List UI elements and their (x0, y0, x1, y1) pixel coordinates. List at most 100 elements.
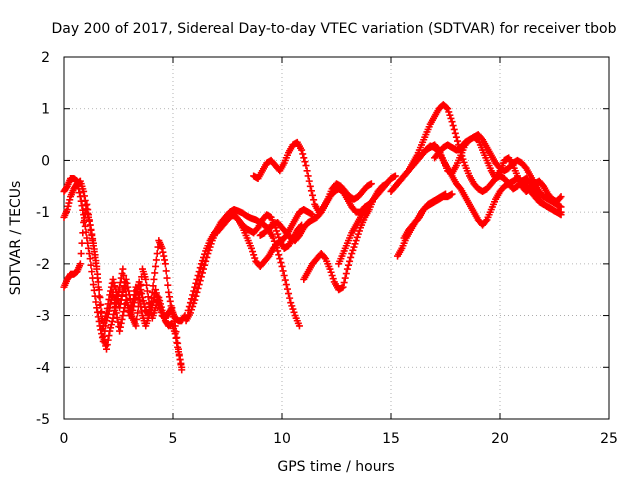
data-point (137, 286, 145, 294)
data-point (285, 290, 293, 298)
data-point (116, 327, 124, 335)
y-axis-label: SDTVAR / TECUs (8, 181, 24, 296)
data-point (76, 189, 84, 197)
data-point (344, 261, 352, 269)
data-point (157, 308, 165, 316)
data-point (170, 317, 178, 325)
data-point (118, 292, 126, 300)
data-point (346, 257, 354, 265)
data-point (201, 261, 209, 269)
data-point (81, 222, 89, 230)
data-point (93, 262, 101, 270)
data-point (85, 250, 93, 258)
data-point (120, 271, 128, 279)
data-point (152, 256, 160, 264)
data-point (557, 203, 565, 211)
data-point (168, 304, 176, 312)
data-point (82, 228, 90, 236)
data-point (193, 275, 201, 283)
data-point (326, 265, 334, 273)
data-point (103, 304, 111, 312)
data-point (176, 356, 184, 364)
data-point (97, 326, 105, 334)
data-point (101, 327, 109, 335)
data-point (125, 291, 133, 299)
data-point (113, 314, 121, 322)
data-point (156, 305, 164, 313)
data-point (459, 155, 467, 163)
data-point (349, 246, 357, 254)
data-point (287, 299, 295, 307)
data-point (184, 306, 192, 314)
data-point (138, 290, 146, 298)
data-point (175, 350, 183, 358)
data-point (275, 251, 283, 259)
data-point (250, 251, 258, 259)
data-point (193, 288, 201, 296)
data-point (106, 291, 114, 299)
data-point (120, 285, 128, 293)
data-point (140, 300, 148, 308)
data-point (188, 295, 196, 303)
data-point (178, 366, 186, 374)
data-point (112, 285, 120, 293)
data-point (154, 295, 162, 303)
y-tick-label: 2 (41, 50, 50, 66)
data-point (94, 313, 102, 321)
data-point (304, 172, 312, 180)
data-point (283, 285, 291, 293)
y-axis-ticks: -5 -4 -3 -2 -1 0 1 2 (36, 50, 609, 428)
data-point (276, 255, 284, 263)
data-point (166, 297, 174, 305)
data-point (161, 260, 169, 268)
data-point (124, 283, 132, 291)
x-tick-label: 25 (600, 431, 618, 447)
data-point (148, 301, 156, 309)
data-point (112, 288, 120, 296)
data-point (136, 282, 144, 290)
data-point (91, 292, 99, 300)
data-point (101, 315, 109, 323)
series-group (60, 101, 565, 374)
data-point (65, 199, 73, 207)
data-point (80, 192, 88, 200)
data-point (165, 288, 173, 296)
data-point (105, 295, 113, 303)
data-point (156, 302, 164, 310)
data-point (295, 322, 303, 330)
data-point (92, 298, 100, 306)
data-point (133, 315, 141, 323)
data-point (143, 287, 151, 295)
data-point (98, 308, 106, 316)
data-point (189, 291, 197, 299)
data-point (90, 245, 98, 253)
data-point (87, 226, 95, 234)
data-point (116, 323, 124, 331)
data-point (89, 235, 97, 243)
data-point (91, 251, 99, 259)
data-point (132, 322, 140, 330)
data-point (251, 254, 259, 262)
x-tick-label: 10 (273, 431, 291, 447)
data-point (130, 299, 138, 307)
data-point (120, 308, 128, 316)
data-point (339, 283, 347, 291)
data-point (290, 308, 298, 316)
data-point (116, 304, 124, 312)
data-point (66, 196, 74, 204)
data-point (129, 306, 137, 314)
data-point (100, 332, 108, 340)
data-point (355, 227, 363, 235)
data-point (164, 281, 172, 289)
data-point (89, 281, 97, 289)
data-point (153, 292, 161, 300)
data-point (92, 257, 100, 265)
data-point (139, 297, 147, 305)
data-point (194, 284, 202, 292)
data-point (289, 305, 297, 313)
data-point (80, 211, 88, 219)
y-tick-label: 0 (41, 153, 50, 169)
data-point (192, 279, 200, 287)
data-point (152, 286, 160, 294)
data-point (185, 303, 193, 311)
